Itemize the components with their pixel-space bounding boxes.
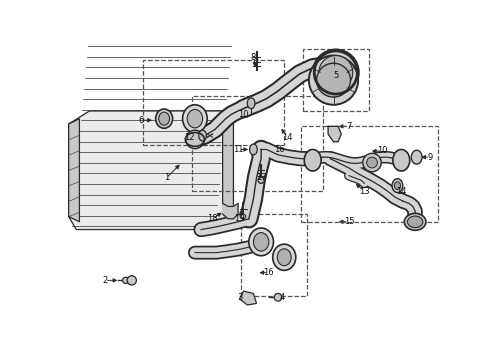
Text: 17: 17	[256, 174, 267, 183]
Polygon shape	[328, 126, 341, 142]
Ellipse shape	[183, 105, 207, 132]
Text: 10: 10	[377, 147, 387, 156]
Polygon shape	[222, 203, 238, 219]
Ellipse shape	[304, 149, 321, 171]
Bar	[241, 214, 307, 296]
Ellipse shape	[187, 109, 203, 128]
Polygon shape	[69, 111, 233, 230]
Bar	[192, 95, 323, 191]
Text: 10: 10	[238, 109, 248, 118]
Text: 4: 4	[279, 293, 285, 302]
Circle shape	[319, 55, 353, 89]
Ellipse shape	[156, 109, 172, 128]
Ellipse shape	[127, 276, 136, 285]
Bar	[303, 49, 369, 111]
Ellipse shape	[249, 228, 273, 256]
Circle shape	[309, 55, 358, 105]
Text: 3: 3	[237, 293, 242, 302]
Text: 18: 18	[207, 214, 218, 223]
Ellipse shape	[392, 179, 403, 193]
Circle shape	[363, 153, 381, 172]
Text: 11: 11	[233, 145, 243, 154]
Text: 12: 12	[184, 132, 195, 141]
Text: 1: 1	[164, 174, 169, 183]
Ellipse shape	[247, 98, 255, 109]
Ellipse shape	[411, 150, 422, 164]
Text: 14: 14	[282, 132, 293, 141]
Text: 7: 7	[346, 122, 352, 131]
Ellipse shape	[249, 144, 257, 155]
Ellipse shape	[253, 233, 269, 251]
Ellipse shape	[159, 112, 170, 125]
Text: 8: 8	[251, 53, 256, 62]
Ellipse shape	[408, 216, 423, 228]
Ellipse shape	[199, 130, 206, 141]
Polygon shape	[69, 119, 79, 222]
Text: 9: 9	[428, 153, 433, 162]
Circle shape	[317, 63, 350, 97]
Ellipse shape	[404, 213, 426, 230]
Text: 19: 19	[234, 214, 245, 223]
Ellipse shape	[241, 214, 245, 219]
Text: 15: 15	[343, 217, 354, 226]
Polygon shape	[222, 111, 233, 216]
Circle shape	[367, 157, 377, 168]
Ellipse shape	[258, 177, 264, 183]
Text: 6: 6	[138, 116, 144, 125]
Text: 16: 16	[264, 268, 274, 277]
Ellipse shape	[272, 244, 296, 270]
Text: 5: 5	[333, 71, 339, 80]
Text: 2: 2	[102, 276, 107, 285]
Ellipse shape	[394, 182, 400, 189]
Bar	[301, 126, 438, 222]
Circle shape	[313, 49, 359, 95]
Ellipse shape	[277, 249, 291, 266]
Text: 14: 14	[396, 186, 407, 195]
Polygon shape	[240, 291, 257, 305]
Text: 13: 13	[359, 186, 369, 195]
Bar	[143, 60, 284, 145]
Circle shape	[186, 130, 204, 149]
Ellipse shape	[274, 293, 282, 301]
Ellipse shape	[122, 277, 129, 283]
Text: 16: 16	[274, 145, 285, 154]
Ellipse shape	[393, 149, 410, 171]
